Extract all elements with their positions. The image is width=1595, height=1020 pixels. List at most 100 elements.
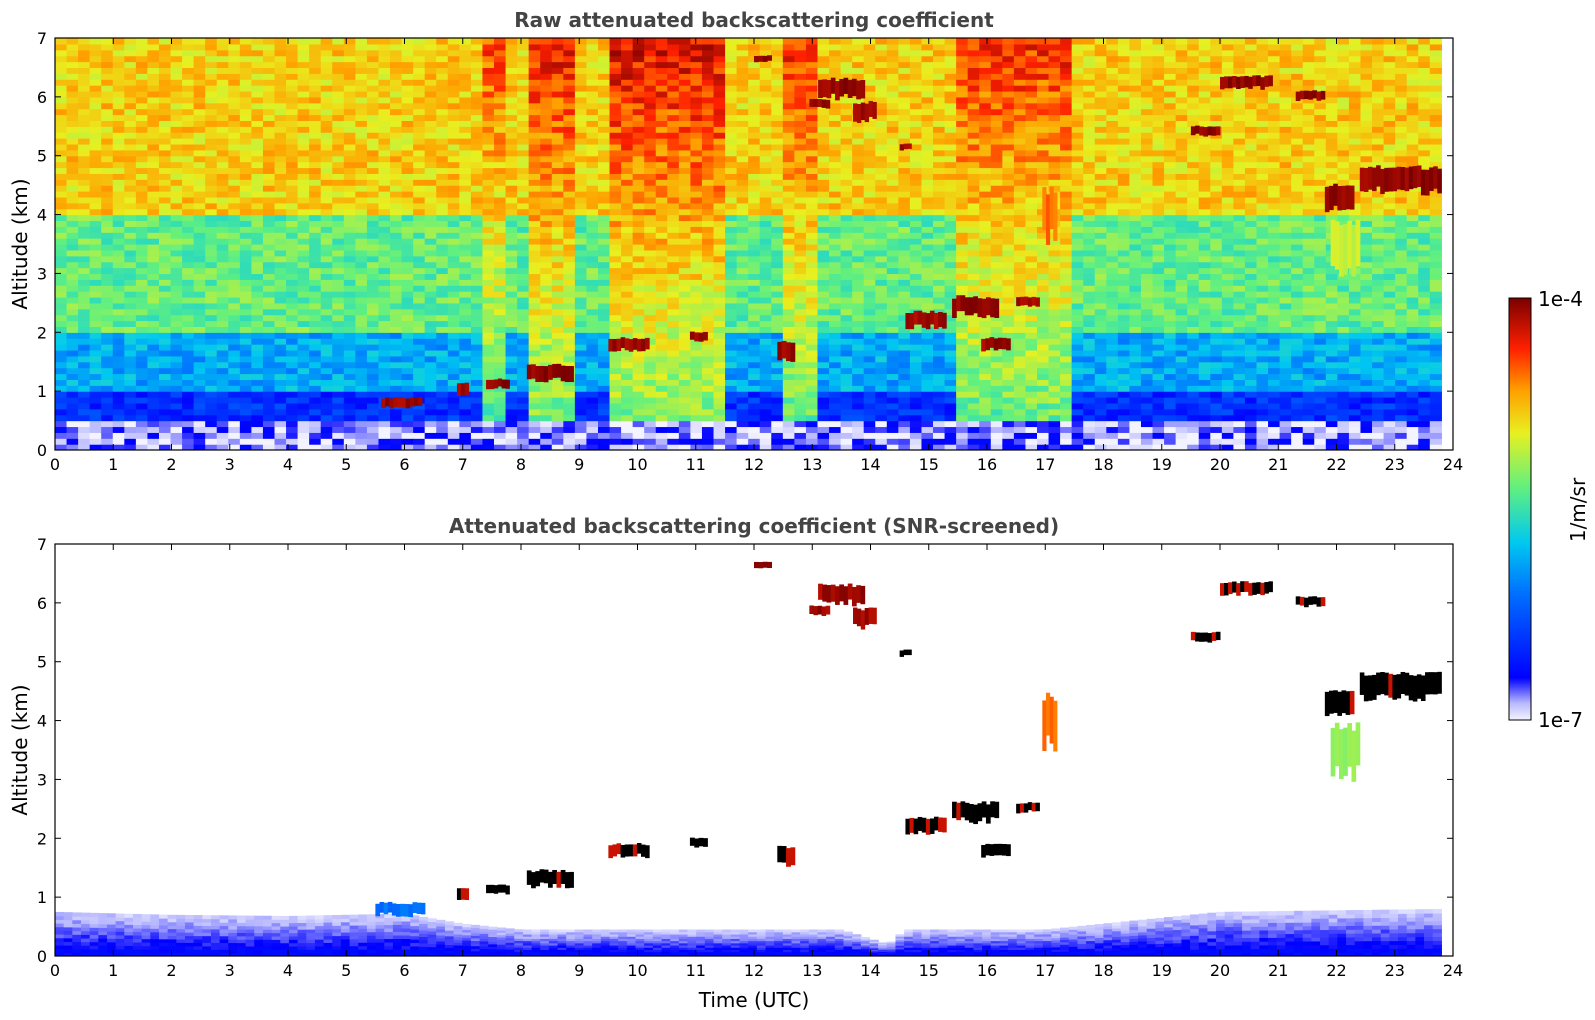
heatmap-cell (505, 226, 518, 233)
heatmap-cell (228, 49, 241, 57)
heatmap-cell (193, 361, 206, 369)
heatmap-cell (748, 114, 761, 121)
heatmap-cell (205, 314, 218, 322)
heatmap-cell (332, 38, 345, 45)
heatmap-cell (170, 308, 183, 316)
heatmap-cell (563, 143, 576, 151)
heatmap-cell (239, 420, 252, 428)
heatmap-cell (713, 226, 726, 233)
heatmap-cell (459, 220, 472, 227)
heatmap-cell (805, 214, 819, 222)
heatmap-cell (170, 361, 183, 369)
heatmap-cell (863, 344, 876, 351)
heatmap-cell (678, 338, 692, 345)
heatmap-cell (55, 102, 68, 110)
heatmap-cell (690, 226, 703, 233)
heatmap-cell (459, 138, 472, 145)
heatmap-cell (563, 308, 576, 316)
heatmap-cell (205, 73, 218, 80)
heatmap-cell (678, 244, 692, 251)
heatmap-cell (193, 338, 206, 345)
heatmap-cell (239, 444, 252, 450)
heatmap-cell (609, 326, 622, 333)
heatmap-cell (829, 244, 842, 251)
heatmap-cell (551, 167, 564, 174)
heatmap-cell (170, 355, 183, 363)
heatmap-cell (135, 320, 149, 327)
heatmap-cell (251, 402, 264, 410)
heatmap-cell (748, 167, 761, 174)
heatmap-cell (840, 285, 853, 292)
heatmap-cell (158, 96, 172, 104)
heatmap-cell (667, 149, 680, 157)
heatmap-cell (632, 132, 645, 139)
heatmap-cell (829, 49, 842, 57)
heatmap-cell (517, 444, 530, 450)
heatmap-cell (586, 414, 599, 422)
heatmap-cell (309, 397, 322, 404)
heatmap-cell (621, 49, 634, 57)
heatmap-cell (597, 432, 611, 439)
heatmap-cell (205, 391, 218, 398)
heatmap-cell (251, 238, 264, 245)
heatmap-cell (366, 220, 380, 227)
heatmap-cell (794, 220, 807, 227)
heatmap-cell (205, 273, 218, 280)
heatmap-cell (782, 414, 795, 422)
heatmap-cell (563, 155, 576, 163)
heatmap-cell (147, 355, 160, 363)
heatmap-cell (286, 326, 299, 333)
heatmap-cell (274, 308, 287, 316)
heatmap-cell (644, 43, 657, 51)
heatmap-cell (447, 438, 460, 445)
heatmap-cell (782, 244, 795, 251)
heatmap-cell (609, 226, 622, 233)
heatmap-cell (505, 138, 518, 145)
heatmap-cell (413, 43, 426, 51)
heatmap-cell (505, 173, 518, 180)
heatmap-cell (101, 332, 114, 339)
heatmap-cell (101, 61, 114, 69)
heatmap-cell (147, 314, 160, 322)
heatmap-cell (586, 185, 599, 192)
heatmap-cell (297, 96, 310, 104)
heatmap-cell (55, 114, 68, 121)
heatmap-cell (378, 138, 391, 145)
heatmap-cell (875, 379, 888, 386)
heatmap-cell (494, 444, 507, 450)
heatmap-cell (78, 173, 91, 180)
heatmap-cell (193, 444, 206, 450)
heatmap-cell (736, 261, 749, 269)
heatmap-cell (124, 191, 137, 198)
heatmap-cell (193, 85, 206, 92)
heatmap-cell (78, 114, 91, 121)
heatmap-cell (124, 202, 137, 210)
heatmap-cell (332, 179, 345, 186)
heatmap-cell (436, 308, 449, 316)
heatmap-cell (597, 114, 611, 121)
heatmap-cell (205, 285, 218, 292)
heatmap-cell (829, 273, 842, 280)
heatmap-cell (852, 179, 865, 186)
heatmap-cell (840, 238, 853, 245)
heatmap-cell (470, 249, 484, 257)
heatmap-cell (366, 249, 380, 257)
heatmap-cell (494, 367, 507, 375)
heatmap-cell (690, 173, 703, 180)
heatmap-cell (678, 361, 692, 369)
heatmap-cell (436, 373, 449, 380)
heatmap-cell (528, 438, 541, 445)
heatmap-cell (655, 361, 668, 369)
heatmap-cell (725, 414, 738, 422)
heatmap-cell (216, 155, 229, 163)
heatmap-cell (101, 361, 114, 369)
heatmap-cell (124, 338, 137, 345)
heatmap-cell (205, 85, 218, 92)
heatmap-cell (205, 38, 218, 45)
heatmap-cell (193, 49, 206, 57)
heatmap-cell (228, 67, 241, 74)
heatmap-cell (78, 232, 91, 239)
heatmap-cell (343, 279, 356, 286)
heatmap-cell (205, 232, 218, 239)
heatmap-cell (655, 408, 668, 416)
